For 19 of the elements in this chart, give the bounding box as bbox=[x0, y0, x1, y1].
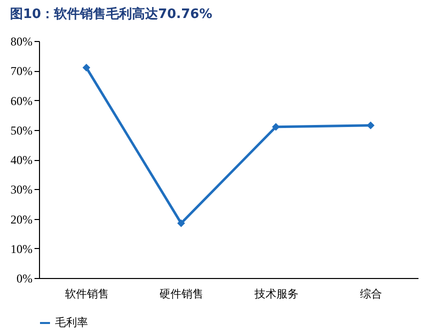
x-tick-label: 软件销售 bbox=[64, 288, 109, 300]
y-tick-label: 60% bbox=[10, 94, 32, 108]
y-tick-label: 0% bbox=[16, 272, 32, 286]
x-tick-label: 硬件销售 bbox=[160, 288, 204, 300]
legend-label: 毛利率 bbox=[55, 316, 88, 329]
point bbox=[272, 123, 280, 131]
y-tick-label: 10% bbox=[10, 242, 32, 256]
x-tick-label: 技术服务 bbox=[253, 288, 298, 300]
y-tick-label: 30% bbox=[10, 182, 32, 197]
point bbox=[177, 219, 185, 228]
point bbox=[366, 122, 374, 130]
x-tick-label: 综合 bbox=[360, 288, 382, 300]
y-tick-label: 40% bbox=[10, 153, 32, 167]
y-tick-label: 20% bbox=[10, 212, 32, 226]
point bbox=[82, 64, 90, 72]
y-tick-label: 70% bbox=[10, 64, 32, 78]
y-tick-label: 50% bbox=[10, 123, 32, 138]
y-tick-label: 80% bbox=[10, 34, 32, 48]
chart-title: 图10：软件销售毛利高达70.76% bbox=[10, 6, 212, 22]
